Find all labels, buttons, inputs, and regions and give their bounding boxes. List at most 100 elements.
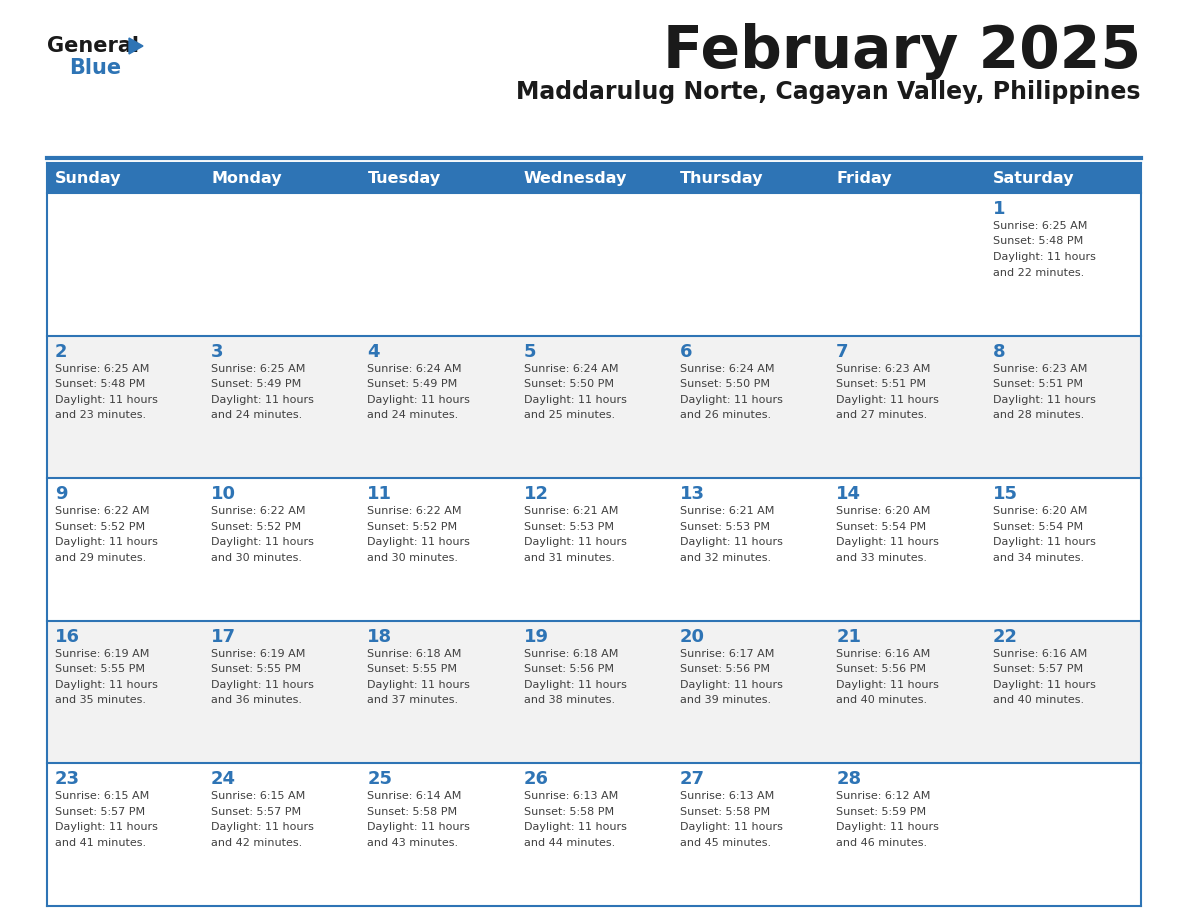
Text: Sunset: 5:57 PM: Sunset: 5:57 PM xyxy=(992,665,1082,675)
Text: and 40 minutes.: and 40 minutes. xyxy=(992,695,1083,705)
Bar xyxy=(203,163,360,193)
Text: and 43 minutes.: and 43 minutes. xyxy=(367,838,459,848)
Text: Daylight: 11 hours: Daylight: 11 hours xyxy=(367,537,470,547)
Text: and 26 minutes.: and 26 minutes. xyxy=(680,410,771,420)
Text: Sunrise: 6:22 AM: Sunrise: 6:22 AM xyxy=(211,506,305,516)
Text: Sunrise: 6:13 AM: Sunrise: 6:13 AM xyxy=(680,791,775,801)
Text: 23: 23 xyxy=(55,770,80,789)
Text: 26: 26 xyxy=(524,770,549,789)
Text: February 2025: February 2025 xyxy=(663,23,1140,80)
Text: 19: 19 xyxy=(524,628,549,645)
Text: 13: 13 xyxy=(680,486,704,503)
Text: Sunrise: 6:24 AM: Sunrise: 6:24 AM xyxy=(367,364,462,374)
Bar xyxy=(828,163,985,193)
Bar xyxy=(985,163,1140,193)
Text: Daylight: 11 hours: Daylight: 11 hours xyxy=(367,823,470,833)
Text: Sunrise: 6:13 AM: Sunrise: 6:13 AM xyxy=(524,791,618,801)
Text: Sunset: 5:57 PM: Sunset: 5:57 PM xyxy=(211,807,302,817)
Text: Sunset: 5:52 PM: Sunset: 5:52 PM xyxy=(367,521,457,532)
Text: 3: 3 xyxy=(211,342,223,361)
Text: and 27 minutes.: and 27 minutes. xyxy=(836,410,928,420)
Text: Daylight: 11 hours: Daylight: 11 hours xyxy=(211,680,314,689)
Text: Sunset: 5:51 PM: Sunset: 5:51 PM xyxy=(992,379,1082,389)
Text: and 39 minutes.: and 39 minutes. xyxy=(680,695,771,705)
Text: and 25 minutes.: and 25 minutes. xyxy=(524,410,615,420)
Text: Sunrise: 6:20 AM: Sunrise: 6:20 AM xyxy=(992,506,1087,516)
Text: Sunset: 5:53 PM: Sunset: 5:53 PM xyxy=(680,521,770,532)
Text: Sunset: 5:57 PM: Sunset: 5:57 PM xyxy=(55,807,145,817)
Text: and 28 minutes.: and 28 minutes. xyxy=(992,410,1083,420)
Text: 15: 15 xyxy=(992,486,1018,503)
Text: Daylight: 11 hours: Daylight: 11 hours xyxy=(680,680,783,689)
Bar xyxy=(48,478,1140,621)
Text: Sunset: 5:58 PM: Sunset: 5:58 PM xyxy=(524,807,614,817)
Text: Daylight: 11 hours: Daylight: 11 hours xyxy=(836,680,940,689)
Text: 27: 27 xyxy=(680,770,704,789)
Bar xyxy=(48,193,1140,336)
Text: Sunrise: 6:23 AM: Sunrise: 6:23 AM xyxy=(992,364,1087,374)
Text: Monday: Monday xyxy=(211,171,282,185)
Text: Sunrise: 6:24 AM: Sunrise: 6:24 AM xyxy=(524,364,618,374)
Text: Daylight: 11 hours: Daylight: 11 hours xyxy=(211,537,314,547)
Text: Sunset: 5:50 PM: Sunset: 5:50 PM xyxy=(524,379,614,389)
Text: Daylight: 11 hours: Daylight: 11 hours xyxy=(211,823,314,833)
Text: Daylight: 11 hours: Daylight: 11 hours xyxy=(367,395,470,405)
Text: Daylight: 11 hours: Daylight: 11 hours xyxy=(680,537,783,547)
Text: Sunset: 5:48 PM: Sunset: 5:48 PM xyxy=(55,379,145,389)
Text: Sunrise: 6:17 AM: Sunrise: 6:17 AM xyxy=(680,649,775,659)
Text: Daylight: 11 hours: Daylight: 11 hours xyxy=(992,537,1095,547)
Bar xyxy=(48,336,1140,478)
Text: Daylight: 11 hours: Daylight: 11 hours xyxy=(680,823,783,833)
Text: and 36 minutes.: and 36 minutes. xyxy=(211,695,302,705)
Text: Daylight: 11 hours: Daylight: 11 hours xyxy=(992,680,1095,689)
Text: 22: 22 xyxy=(992,628,1018,645)
Text: and 33 minutes.: and 33 minutes. xyxy=(836,553,928,563)
Text: 18: 18 xyxy=(367,628,392,645)
Text: Sunrise: 6:15 AM: Sunrise: 6:15 AM xyxy=(211,791,305,801)
Text: 5: 5 xyxy=(524,342,536,361)
Text: Sunrise: 6:16 AM: Sunrise: 6:16 AM xyxy=(992,649,1087,659)
Text: Friday: Friday xyxy=(836,171,892,185)
Text: 4: 4 xyxy=(367,342,380,361)
Text: Sunset: 5:48 PM: Sunset: 5:48 PM xyxy=(992,237,1082,247)
Text: Blue: Blue xyxy=(69,58,121,78)
Text: Daylight: 11 hours: Daylight: 11 hours xyxy=(524,537,626,547)
Text: Thursday: Thursday xyxy=(680,171,764,185)
Text: Sunset: 5:49 PM: Sunset: 5:49 PM xyxy=(211,379,302,389)
Text: and 24 minutes.: and 24 minutes. xyxy=(367,410,459,420)
Text: and 22 minutes.: and 22 minutes. xyxy=(992,267,1083,277)
Text: Sunrise: 6:24 AM: Sunrise: 6:24 AM xyxy=(680,364,775,374)
Bar xyxy=(360,163,516,193)
Text: Sunset: 5:55 PM: Sunset: 5:55 PM xyxy=(367,665,457,675)
Text: Daylight: 11 hours: Daylight: 11 hours xyxy=(55,395,158,405)
Text: and 40 minutes.: and 40 minutes. xyxy=(836,695,928,705)
Text: Sunrise: 6:25 AM: Sunrise: 6:25 AM xyxy=(992,221,1087,231)
Text: Daylight: 11 hours: Daylight: 11 hours xyxy=(524,823,626,833)
Text: and 31 minutes.: and 31 minutes. xyxy=(524,553,614,563)
Text: Sunset: 5:59 PM: Sunset: 5:59 PM xyxy=(836,807,927,817)
Text: Daylight: 11 hours: Daylight: 11 hours xyxy=(992,395,1095,405)
Text: Daylight: 11 hours: Daylight: 11 hours xyxy=(680,395,783,405)
Text: Tuesday: Tuesday xyxy=(367,171,441,185)
Text: 8: 8 xyxy=(992,342,1005,361)
Text: and 24 minutes.: and 24 minutes. xyxy=(211,410,303,420)
Text: General: General xyxy=(48,36,139,56)
Text: 7: 7 xyxy=(836,342,848,361)
Polygon shape xyxy=(129,38,143,54)
Text: Sunday: Sunday xyxy=(55,171,121,185)
Text: 11: 11 xyxy=(367,486,392,503)
Text: Sunrise: 6:22 AM: Sunrise: 6:22 AM xyxy=(367,506,462,516)
Text: Daylight: 11 hours: Daylight: 11 hours xyxy=(367,680,470,689)
Text: and 30 minutes.: and 30 minutes. xyxy=(211,553,302,563)
Bar xyxy=(48,621,1140,764)
Text: 12: 12 xyxy=(524,486,549,503)
Text: Sunrise: 6:21 AM: Sunrise: 6:21 AM xyxy=(524,506,618,516)
Text: and 45 minutes.: and 45 minutes. xyxy=(680,838,771,848)
Text: Daylight: 11 hours: Daylight: 11 hours xyxy=(55,823,158,833)
Bar xyxy=(672,163,828,193)
Text: Sunset: 5:52 PM: Sunset: 5:52 PM xyxy=(211,521,302,532)
Text: and 34 minutes.: and 34 minutes. xyxy=(992,553,1083,563)
Text: Sunset: 5:52 PM: Sunset: 5:52 PM xyxy=(55,521,145,532)
Text: Sunset: 5:51 PM: Sunset: 5:51 PM xyxy=(836,379,927,389)
Text: Sunrise: 6:18 AM: Sunrise: 6:18 AM xyxy=(367,649,462,659)
